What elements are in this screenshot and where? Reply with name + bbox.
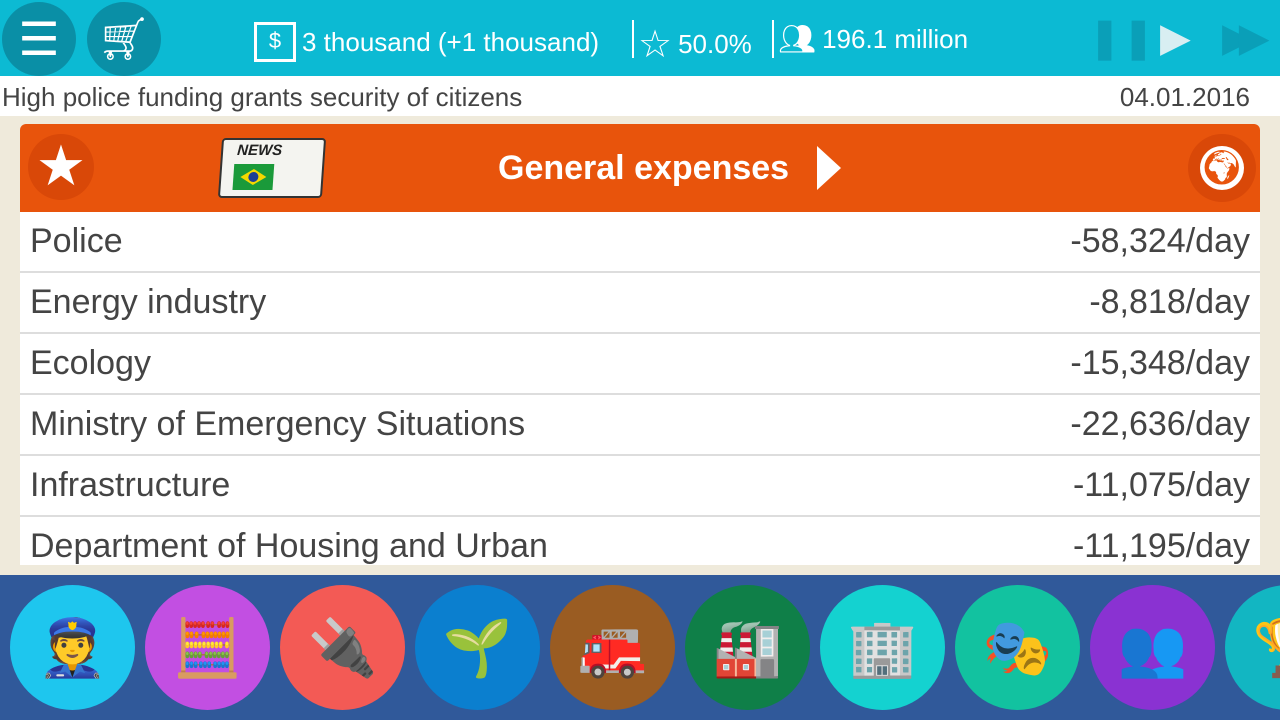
expense-value: -11,195/day (1072, 527, 1250, 565)
expense-label: Police (30, 222, 123, 260)
chevron-right-icon (817, 146, 842, 190)
expense-row[interactable]: Ecology -15,348/day (20, 334, 1260, 395)
expense-label: Ecology (30, 344, 151, 382)
shop-button[interactable]: 🛒︎ (87, 2, 161, 76)
ecology-icon: 🌱 (442, 615, 513, 679)
achievements-icon: 🏆 (1253, 615, 1280, 681)
population-stat: 👥︎ 196.1 million (778, 23, 969, 56)
pause-button[interactable]: ❚❚ (1088, 18, 1155, 58)
panel-title: General expenses (498, 148, 790, 187)
expense-row[interactable]: Police -58,324/day (20, 212, 1260, 273)
expense-label: Ministry of Emergency Situations (30, 405, 526, 443)
category-bar: 👮 🧮 🔌 🌱 🚒 🏭 🏢 🎭 👥 🏆 (0, 575, 1280, 720)
status-bar: High police funding grants security of c… (0, 76, 1280, 116)
news-button[interactable]: NEWS (217, 138, 327, 198)
expense-label: Energy industry (30, 283, 267, 321)
money-icon: $ (254, 22, 296, 62)
category-button-achievements[interactable]: 🏆 (1225, 585, 1280, 710)
category-button-culture[interactable]: 🎭 (955, 585, 1080, 710)
industry-icon: 🏭 (712, 615, 783, 679)
emergency-icon: 🚒 (577, 615, 648, 679)
globe-icon: 🌍︎ (1200, 146, 1244, 190)
fast-forward-icon: ▶▶ (1222, 16, 1269, 60)
finance-icon: 🧮 (172, 615, 243, 679)
society-icon: 👥 (1117, 615, 1188, 679)
game-date: 04.01.2016 (1119, 82, 1250, 112)
status-message: High police funding grants security of c… (2, 82, 523, 112)
expense-label: Department of Housing and Urban (30, 527, 548, 565)
people-icon: 👥︎ (778, 23, 817, 56)
divider (772, 20, 774, 58)
expense-label: Infrastructure (30, 466, 231, 504)
culture-icon: 🎭 (982, 615, 1053, 679)
category-button-housing[interactable]: 🏢 (820, 585, 945, 710)
category-button-industry[interactable]: 🏭 (685, 585, 810, 710)
fast-forward-button[interactable]: ▶▶ (1222, 16, 1269, 60)
category-button-finance[interactable]: 🧮 (145, 585, 270, 710)
expenses-panel: ★ NEWS General expenses 🌍︎ Police -58,324… (20, 124, 1260, 565)
category-button-energy[interactable]: 🔌 (280, 585, 405, 710)
police-icon: 👮 (37, 615, 108, 679)
housing-icon: 🏢 (847, 615, 918, 679)
menu-icon: ☰ (18, 13, 60, 65)
next-category-button[interactable]: General expenses (498, 146, 842, 190)
brazil-flag-icon (232, 164, 275, 190)
expense-value: -15,348/day (1070, 344, 1250, 382)
expense-value: -11,075/day (1072, 466, 1250, 504)
menu-button[interactable]: ☰ (2, 2, 76, 76)
pause-icon: ❚❚ (1088, 16, 1156, 60)
expense-row[interactable]: Ministry of Emergency Situations -22,636/… (20, 395, 1260, 456)
divider (632, 20, 634, 58)
star-icon: ★ (35, 134, 87, 197)
expense-value: -58,324/day (1070, 222, 1250, 260)
expense-row[interactable]: Infrastructure -11,075/day (20, 456, 1260, 517)
news-label: NEWS (236, 142, 283, 159)
category-button-society[interactable]: 👥 (1090, 585, 1215, 710)
expense-value: -22,636/day (1070, 405, 1250, 443)
cart-icon: 🛒︎ (97, 14, 151, 62)
world-button[interactable]: 🌍︎ (1188, 134, 1256, 202)
category-button-ecology[interactable]: 🌱 (415, 585, 540, 710)
category-button-police[interactable]: 👮 (10, 585, 135, 710)
play-icon: ▶ (1160, 16, 1191, 60)
favorite-button[interactable]: ★ (28, 134, 94, 200)
expense-row[interactable]: Department of Housing and Urban -11,195/d… (20, 517, 1260, 565)
expense-row[interactable]: Energy industry -8,818/day (20, 273, 1260, 334)
panel-header: ★ NEWS General expenses 🌍︎ (20, 124, 1260, 212)
top-bar: ☰ 🛒︎ $3 thousand (+1 thousand) ☆ 50.0% 👥︎… (0, 0, 1280, 76)
star-icon: ☆ (638, 24, 673, 66)
expense-value: -8,818/day (1089, 283, 1250, 321)
money-stat: $3 thousand (+1 thousand) (254, 22, 599, 62)
category-button-emergency[interactable]: 🚒 (550, 585, 675, 710)
energy-icon: 🔌 (307, 615, 378, 679)
rating-stat: ☆ 50.0% (638, 24, 752, 66)
play-button[interactable]: ▶ (1160, 18, 1191, 58)
